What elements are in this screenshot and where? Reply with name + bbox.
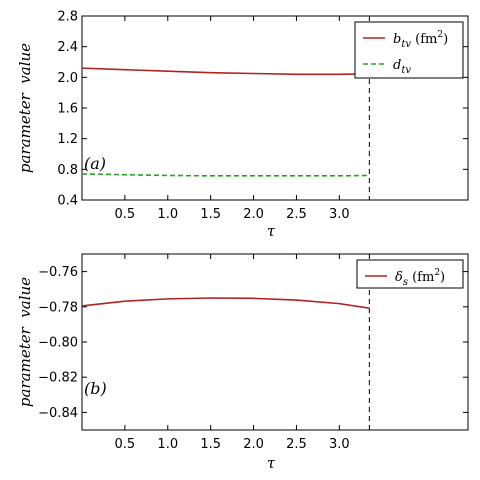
legend-box bbox=[354, 21, 464, 79]
y-tick-label: 0.8 bbox=[57, 163, 78, 178]
x-tick-label: 3.0 bbox=[329, 437, 350, 452]
x-tick-label: 0.5 bbox=[115, 437, 136, 452]
x-tick-label: 2.5 bbox=[286, 207, 307, 222]
x-tick-label: 2.5 bbox=[286, 437, 307, 452]
legend-subscript: tv bbox=[401, 65, 411, 76]
legend-close: ) bbox=[440, 270, 445, 285]
x-tick-label: 1.0 bbox=[157, 437, 178, 452]
legend-superscript: 2 bbox=[434, 268, 440, 278]
y-axis-label: parameter value bbox=[16, 43, 34, 173]
panel-label: (a) bbox=[84, 154, 106, 173]
legend-symbol: d bbox=[393, 58, 401, 73]
legend-subscript: s bbox=[403, 277, 408, 288]
series-line-tv bbox=[81, 67, 370, 76]
legend: δs (fm2) bbox=[356, 259, 464, 289]
chart-panel-b: 0.5 1.0 1.5 2.0 2.5 3.0 −0.84 −0.82 −0.80 −0.78 −0… bbox=[16, 253, 469, 472]
y-tick-label: 1.6 bbox=[57, 102, 78, 117]
y-axis-label: parameter value bbox=[16, 277, 34, 407]
legend: btv (fm2)dtv bbox=[354, 21, 464, 79]
series-line-tv bbox=[81, 173, 370, 177]
x-axis-label: τ bbox=[267, 454, 276, 472]
legend-superscript: 2 bbox=[437, 30, 443, 40]
y-tick-label: −0.78 bbox=[38, 300, 78, 315]
legend-label: δs (fm2) bbox=[395, 268, 445, 288]
y-tick-label: 0.4 bbox=[57, 194, 78, 209]
y-tick-label: 2.0 bbox=[57, 71, 78, 86]
y-tick-label: 2.4 bbox=[57, 40, 78, 55]
x-tick-label: 0.5 bbox=[115, 207, 136, 222]
y-tick-label: −0.80 bbox=[38, 336, 78, 351]
y-tick-label: −0.84 bbox=[38, 406, 78, 421]
legend-close: ) bbox=[443, 32, 448, 47]
panel-label: (b) bbox=[84, 379, 107, 398]
legend-symbol: b bbox=[393, 32, 401, 47]
x-axis-label: τ bbox=[267, 222, 276, 240]
x-tick-label: 2.0 bbox=[243, 437, 264, 452]
y-tick-label: −0.76 bbox=[38, 265, 78, 280]
x-tick-label: 1.5 bbox=[200, 437, 221, 452]
x-tick-label: 1.5 bbox=[200, 207, 221, 222]
x-tick-label: 1.0 bbox=[157, 207, 178, 222]
legend-unit: (fm bbox=[411, 32, 437, 47]
y-tick-label: −0.82 bbox=[38, 371, 78, 386]
legend-box bbox=[356, 259, 464, 289]
legend-subscript: tv bbox=[401, 39, 411, 50]
y-tick-label: 2.8 bbox=[57, 10, 78, 25]
y-tick-label: 1.2 bbox=[57, 132, 78, 147]
x-tick-label: 2.0 bbox=[243, 207, 264, 222]
legend-label: dtv bbox=[393, 58, 411, 76]
x-tick-label: 3.0 bbox=[329, 207, 350, 222]
legend-label: btv (fm2) bbox=[393, 30, 448, 50]
legend-unit: (fm bbox=[408, 270, 434, 285]
chart-panel-a: 0.5 1.0 1.5 2.0 2.5 3.0 0.4 0.8 1.2 1.6 2.0 2.4 2.8 τ… bbox=[16, 10, 469, 240]
series-line-s bbox=[81, 297, 370, 310]
legend-symbol: δ bbox=[395, 270, 403, 285]
